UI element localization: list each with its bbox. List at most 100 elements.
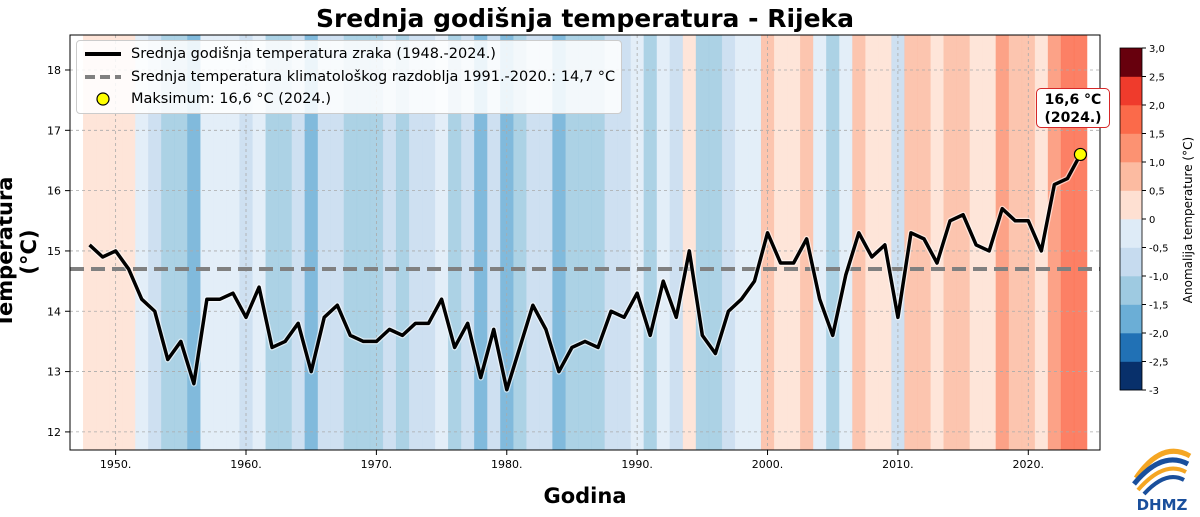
anomaly-stripe xyxy=(734,35,749,450)
x-tick-label: 1990. xyxy=(621,458,653,471)
colorbar-tick-label: -2,0 xyxy=(1149,329,1169,340)
anomaly-stripe xyxy=(122,35,136,450)
legend: Srednja godišnja temperatura zraka (1948… xyxy=(76,40,622,114)
anomaly-stripe xyxy=(1047,35,1062,450)
x-tick-label: 1960. xyxy=(230,458,262,471)
y-tick-label: 15 xyxy=(47,245,61,258)
anomaly-stripe xyxy=(1008,35,1023,450)
legend-line-swatch xyxy=(85,52,121,56)
plot-frame xyxy=(69,34,1101,451)
colorbar-tick-label: 0 xyxy=(1149,215,1155,226)
anomaly-stripe xyxy=(356,35,371,450)
anomaly-stripe xyxy=(382,35,397,450)
anomaly-stripe xyxy=(395,35,410,450)
x-tick-label: 2010. xyxy=(882,458,914,471)
anomaly-stripe xyxy=(369,35,384,450)
legend-dashed-swatch xyxy=(85,75,121,79)
anomaly-stripe xyxy=(226,35,240,450)
anomaly-stripe xyxy=(408,35,423,450)
anomaly-stripe xyxy=(252,35,266,450)
anomaly-stripe xyxy=(552,35,566,450)
anomaly-stripe xyxy=(422,35,436,450)
anomaly-stripe xyxy=(682,35,697,450)
anomaly-stripe xyxy=(995,35,1010,450)
x-tick-label: 1950. xyxy=(100,458,132,471)
anomaly-stripe xyxy=(1073,35,1088,450)
anomaly-stripe xyxy=(839,35,853,450)
anomaly-stripe xyxy=(1021,35,1036,450)
anomaly-stripe xyxy=(956,35,970,450)
colorbar-tick-label: -2,5 xyxy=(1149,358,1169,369)
anomaly-stripe xyxy=(774,35,788,450)
anomaly-stripe xyxy=(526,35,540,450)
x-tick-label: 2000. xyxy=(752,458,784,471)
anomaly-stripe xyxy=(343,35,358,450)
anomaly-stripe xyxy=(943,35,957,450)
colorbar-segment xyxy=(1120,361,1142,391)
dhmz-logo: DHMZ xyxy=(1128,438,1196,516)
anomaly-stripe xyxy=(891,35,905,450)
anomaly-stripe xyxy=(213,35,227,450)
anomaly-stripe xyxy=(617,35,631,450)
anomaly-stripe xyxy=(148,35,162,450)
anomaly-stripe xyxy=(656,35,671,450)
legend-item-maximum: Maksimum: 16,6 °C (2024.) xyxy=(85,88,331,110)
annotation-value: 16,6 °C xyxy=(1044,92,1102,108)
anomaly-stripe xyxy=(474,35,488,450)
annotation-year: (2024.) xyxy=(1044,110,1102,126)
colorbar-segment xyxy=(1120,333,1142,362)
y-tick-label: 16 xyxy=(47,185,61,198)
colorbar-segment xyxy=(1120,162,1142,191)
anomaly-stripe xyxy=(865,35,879,450)
colorbar-segment xyxy=(1120,105,1142,134)
anomaly-stripe xyxy=(813,35,827,450)
colorbar-tick-label: -0,5 xyxy=(1149,244,1169,255)
colorbar-segment xyxy=(1120,76,1142,106)
anomaly-stripe xyxy=(200,35,214,450)
chart-title: Srednja godišnja temperatura - Rijeka xyxy=(315,4,855,33)
colorbar-tick-label: -1,5 xyxy=(1149,301,1169,312)
colorbar-tick-label: 3,0 xyxy=(1149,44,1165,55)
anomaly-stripe xyxy=(317,35,332,450)
anomaly-stripe xyxy=(721,35,736,450)
colorbar-segment xyxy=(1120,276,1142,305)
colorbar-segment xyxy=(1120,133,1142,163)
y-tick-label: 13 xyxy=(47,366,61,379)
anomaly-stripe xyxy=(83,35,97,450)
anomaly-stripe xyxy=(109,35,123,450)
anomaly-stripe xyxy=(500,35,514,450)
anomaly-stripe xyxy=(135,35,149,450)
anomaly-stripe xyxy=(239,35,253,450)
colorbar-tick-label: 2,0 xyxy=(1149,101,1165,112)
colorbar-segment xyxy=(1120,48,1142,77)
x-tick-label: 1980. xyxy=(491,458,523,471)
anomaly-stripe xyxy=(708,35,723,450)
anomaly-stripe xyxy=(630,35,644,450)
anomaly-stripe xyxy=(930,35,944,450)
colorbar-label: Anomalija temperature (°C) xyxy=(1181,136,1195,304)
anomaly-stripe xyxy=(695,35,710,450)
colorbar-segment xyxy=(1120,190,1142,220)
y-tick-label: 17 xyxy=(47,124,61,137)
maximum-marker xyxy=(1073,147,1088,162)
colorbar-segment xyxy=(1120,304,1142,334)
colorbar-tick-label: -3 xyxy=(1149,386,1159,397)
anomaly-stripe xyxy=(826,35,840,450)
y-tick-label: 14 xyxy=(47,305,61,318)
x-tick-label: 2020. xyxy=(1013,458,1045,471)
anomaly-stripe xyxy=(1060,35,1075,450)
legend-label: Srednja temperatura klimatološkog razdob… xyxy=(131,69,616,85)
y-tick-label: 18 xyxy=(47,64,61,77)
logo-swirl-icon xyxy=(1132,448,1192,496)
anomaly-stripe xyxy=(435,35,449,450)
max-annotation: 16,6 °C (2024.) xyxy=(1036,88,1110,128)
anomaly-stripe xyxy=(278,35,292,450)
anomaly-stripe xyxy=(747,35,762,450)
legend-item-baseline: Srednja temperatura klimatološkog razdob… xyxy=(85,66,615,88)
legend-item-line: Srednja godišnja temperatura zraka (1948… xyxy=(85,43,496,65)
y-tick-label: 12 xyxy=(47,426,61,439)
colorbar-segment xyxy=(1120,247,1142,277)
colorbar-tick-label: 1,0 xyxy=(1149,158,1165,169)
